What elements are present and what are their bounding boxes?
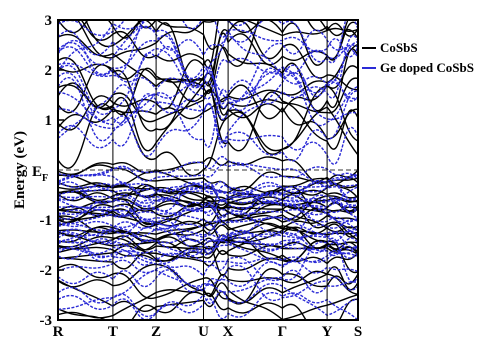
legend: CoSbS Ge doped CoSbS bbox=[362, 40, 474, 75]
x-tick-label: X bbox=[223, 324, 234, 338]
band-line bbox=[58, 72, 358, 148]
band-line bbox=[58, 291, 358, 320]
band-line bbox=[58, 292, 358, 320]
band-line bbox=[58, 222, 358, 244]
series-ge-doped-cosbs bbox=[58, 20, 358, 320]
band-line bbox=[58, 191, 358, 220]
band-line bbox=[58, 81, 358, 152]
x-tick-label: Z bbox=[151, 324, 161, 338]
band-line bbox=[58, 216, 358, 245]
y-tick-label: 1 bbox=[45, 113, 53, 129]
band-line bbox=[58, 273, 358, 313]
y-axis-ticks: -3 -2 -1 1 2 3 bbox=[40, 13, 64, 329]
fermi-label: EF bbox=[32, 164, 48, 184]
x-tick-label: R bbox=[53, 324, 64, 338]
band-line bbox=[58, 184, 358, 214]
band-line bbox=[58, 239, 358, 264]
band-line bbox=[58, 283, 358, 317]
band-line bbox=[58, 20, 347, 64]
bands-layer bbox=[58, 20, 358, 320]
x-tick-label: U bbox=[198, 324, 209, 338]
band-line bbox=[58, 198, 358, 230]
band-line bbox=[58, 204, 358, 233]
x-tick-label: Y bbox=[322, 324, 333, 338]
band-line bbox=[58, 219, 358, 247]
x-tick-label: T bbox=[108, 324, 118, 338]
y-tick-label: -3 bbox=[40, 313, 53, 329]
y-axis-title: Energy (eV) bbox=[12, 131, 28, 209]
band-line bbox=[58, 170, 358, 194]
band-line bbox=[58, 93, 358, 165]
band-line bbox=[58, 66, 358, 130]
legend-label: CoSbS bbox=[380, 40, 418, 55]
band-line bbox=[58, 194, 358, 224]
band-line bbox=[58, 29, 358, 109]
band-line bbox=[58, 199, 358, 227]
fermi-label-sub: F bbox=[42, 173, 48, 184]
band-line bbox=[58, 22, 358, 98]
band-line bbox=[58, 20, 126, 37]
band-line bbox=[58, 20, 358, 66]
x-tick-label: Γ bbox=[278, 324, 288, 338]
y-tick-label: -1 bbox=[40, 213, 53, 229]
band-line bbox=[58, 20, 358, 78]
band-line bbox=[58, 237, 358, 283]
band-line bbox=[58, 156, 358, 184]
x-tick-label: S bbox=[354, 324, 362, 338]
fermi-label-main: E bbox=[32, 164, 42, 180]
band-line bbox=[58, 155, 358, 183]
band-line bbox=[58, 209, 358, 238]
band-line bbox=[58, 264, 358, 304]
band-line bbox=[58, 45, 358, 126]
band-line bbox=[76, 20, 358, 66]
plot-border bbox=[57, 19, 359, 321]
band-line bbox=[58, 20, 358, 87]
y-tick-label: 3 bbox=[45, 13, 53, 29]
band-line bbox=[58, 227, 358, 249]
y-tick-label: -2 bbox=[40, 263, 53, 279]
y-tick-label: 2 bbox=[45, 63, 53, 79]
band-line bbox=[58, 173, 358, 194]
legend-label: Ge doped CoSbS bbox=[380, 60, 474, 75]
band-line bbox=[80, 20, 358, 69]
band-line bbox=[58, 259, 358, 287]
plot-frame bbox=[57, 19, 359, 321]
band-line bbox=[58, 30, 358, 105]
